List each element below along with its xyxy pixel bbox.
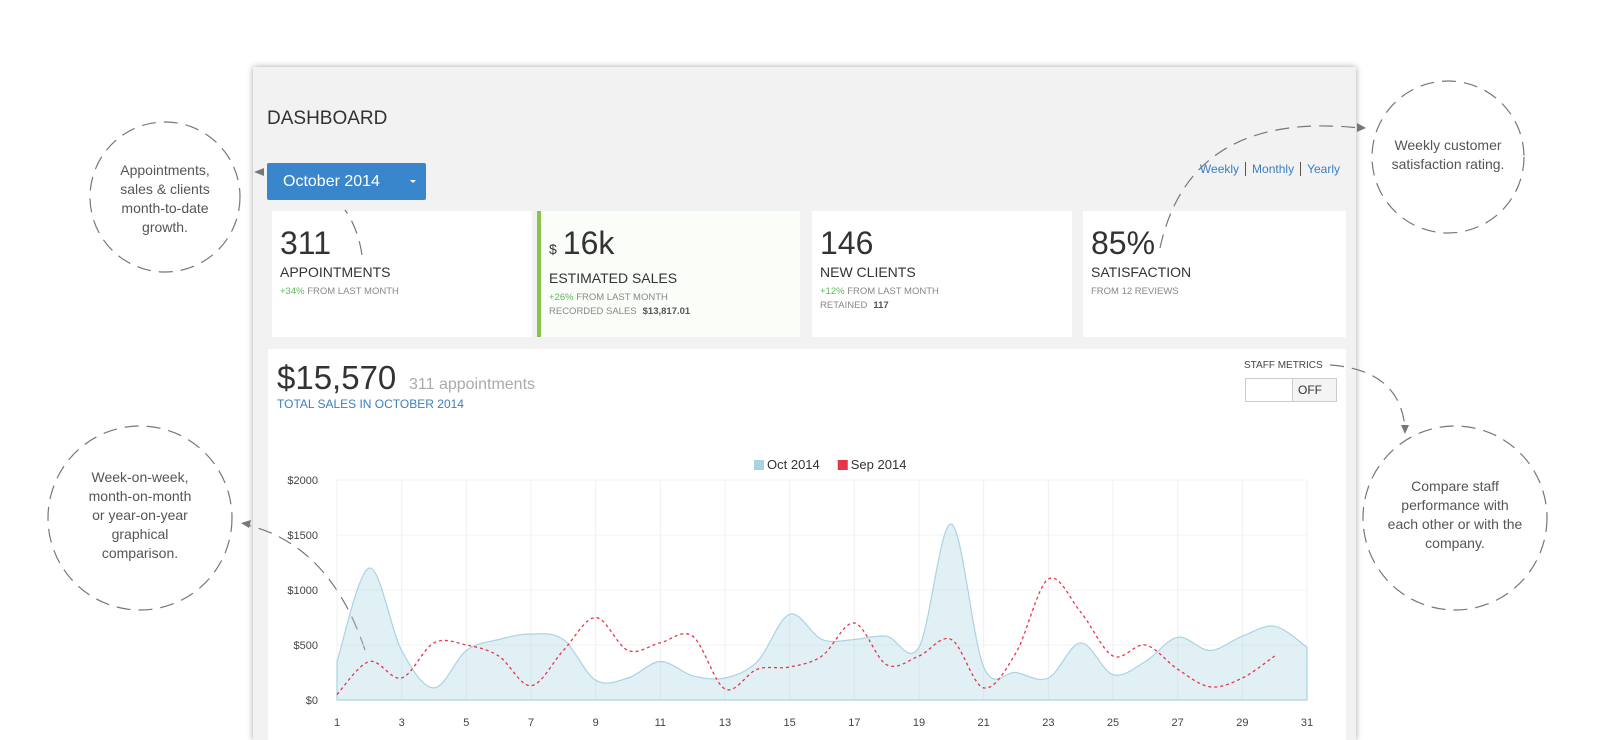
card-change: +12% FROM LAST MONTH — [820, 286, 1064, 297]
staff-metrics-label: STAFF METRICS — [1244, 360, 1323, 371]
toggle-knob — [1246, 379, 1293, 401]
annotation-line: company. — [1425, 535, 1485, 551]
annotation-line: growth. — [142, 219, 188, 235]
value: 16k — [562, 225, 615, 261]
extra-label: RETAINED — [820, 300, 868, 311]
annotation-line: month-on-month — [88, 488, 192, 504]
total-sales: $15,570 — [277, 359, 397, 396]
annotation: Week-on-week, month-on-month or year-on-ye… — [60, 468, 220, 563]
extra-label: RECORDED SALES — [549, 306, 637, 317]
annotation: Weekly customer satisfaction rating. — [1368, 136, 1528, 174]
stat-card: 85% SATISFACTION FROM 12 REVIEWS — [1083, 211, 1346, 337]
change-text: FROM 12 REVIEWS — [1091, 286, 1179, 297]
arrow-head — [1357, 123, 1366, 132]
change-text: FROM LAST MONTH — [847, 286, 939, 297]
change-percent: +26% — [549, 292, 574, 303]
card-value: 311 — [280, 225, 332, 261]
card-extra: RECORDED SALES $13,817.01 — [549, 306, 792, 317]
extra-value: $13,817.01 — [642, 306, 691, 317]
card-extra: RETAINED 117 — [820, 300, 1064, 311]
card-label: SATISFACTION — [1091, 264, 1192, 280]
period-link[interactable]: Monthly — [1245, 162, 1300, 176]
stat-card: 311 APPOINTMENTS +34% FROM LAST MONTH — [272, 211, 532, 337]
extra-value: 117 — [873, 300, 889, 311]
dashboard-title: DASHBOARD — [267, 108, 388, 129]
annotation-line: each other or with the — [1387, 516, 1523, 532]
currency: $ — [549, 241, 557, 257]
annotation: Compare staff performance with each other … — [1365, 477, 1545, 553]
change-text: FROM LAST MONTH — [307, 286, 399, 297]
annotation-line: or year-on-year — [92, 507, 188, 523]
arrow-head — [1401, 425, 1409, 434]
annotation-line: Weekly customer — [1394, 137, 1502, 153]
annotation-line: Compare staff — [1411, 478, 1499, 494]
month-dropdown[interactable]: October 2014 — [267, 163, 426, 200]
card-label: APPOINTMENTS — [280, 264, 391, 280]
toggle-state: OFF — [1298, 383, 1322, 397]
card-change: +34% FROM LAST MONTH — [280, 286, 524, 297]
period-link[interactable]: Weekly — [1199, 162, 1240, 176]
annotation-line: graphical — [111, 526, 169, 542]
annotation: Appointments, sales & clients month-to-dat… — [95, 161, 235, 237]
card-change: +26% FROM LAST MONTH — [549, 292, 792, 303]
card-value: $16k — [549, 225, 792, 267]
stat-card: $16k ESTIMATED SALES +26% FROM LAST MONT… — [537, 211, 800, 337]
annotation-line: performance with — [1401, 497, 1509, 513]
arrow-head — [241, 520, 251, 528]
annotation-line: comparison. — [101, 545, 179, 561]
card-value: 146 — [820, 225, 874, 261]
card-label: ESTIMATED SALES — [549, 270, 678, 286]
card-label: NEW CLIENTS — [820, 264, 916, 280]
annotation-line: month-to-date — [121, 200, 209, 216]
staff-toggle[interactable]: OFF — [1245, 378, 1337, 402]
annotation-line: sales & clients — [120, 181, 210, 197]
appointments-count: 311 appointments — [409, 376, 536, 393]
stat-card: 146 NEW CLIENTS +12% FROM LAST MONTH RET… — [812, 211, 1072, 337]
change-percent: +12% — [820, 286, 845, 297]
change-percent: +34% — [280, 286, 305, 297]
change-text: FROM LAST MONTH — [576, 292, 668, 303]
annotation-line: Week-on-week, — [91, 469, 189, 485]
card-value: 85% — [1091, 225, 1156, 261]
total-caption: TOTAL SALES IN OCTOBER 2014 — [277, 397, 464, 411]
annotation-line: satisfaction rating. — [1391, 156, 1505, 172]
period-links: Weekly Monthly Yearly — [1194, 162, 1346, 176]
annotation-line: Appointments, — [120, 162, 210, 178]
period-link[interactable]: Yearly — [1300, 162, 1346, 176]
